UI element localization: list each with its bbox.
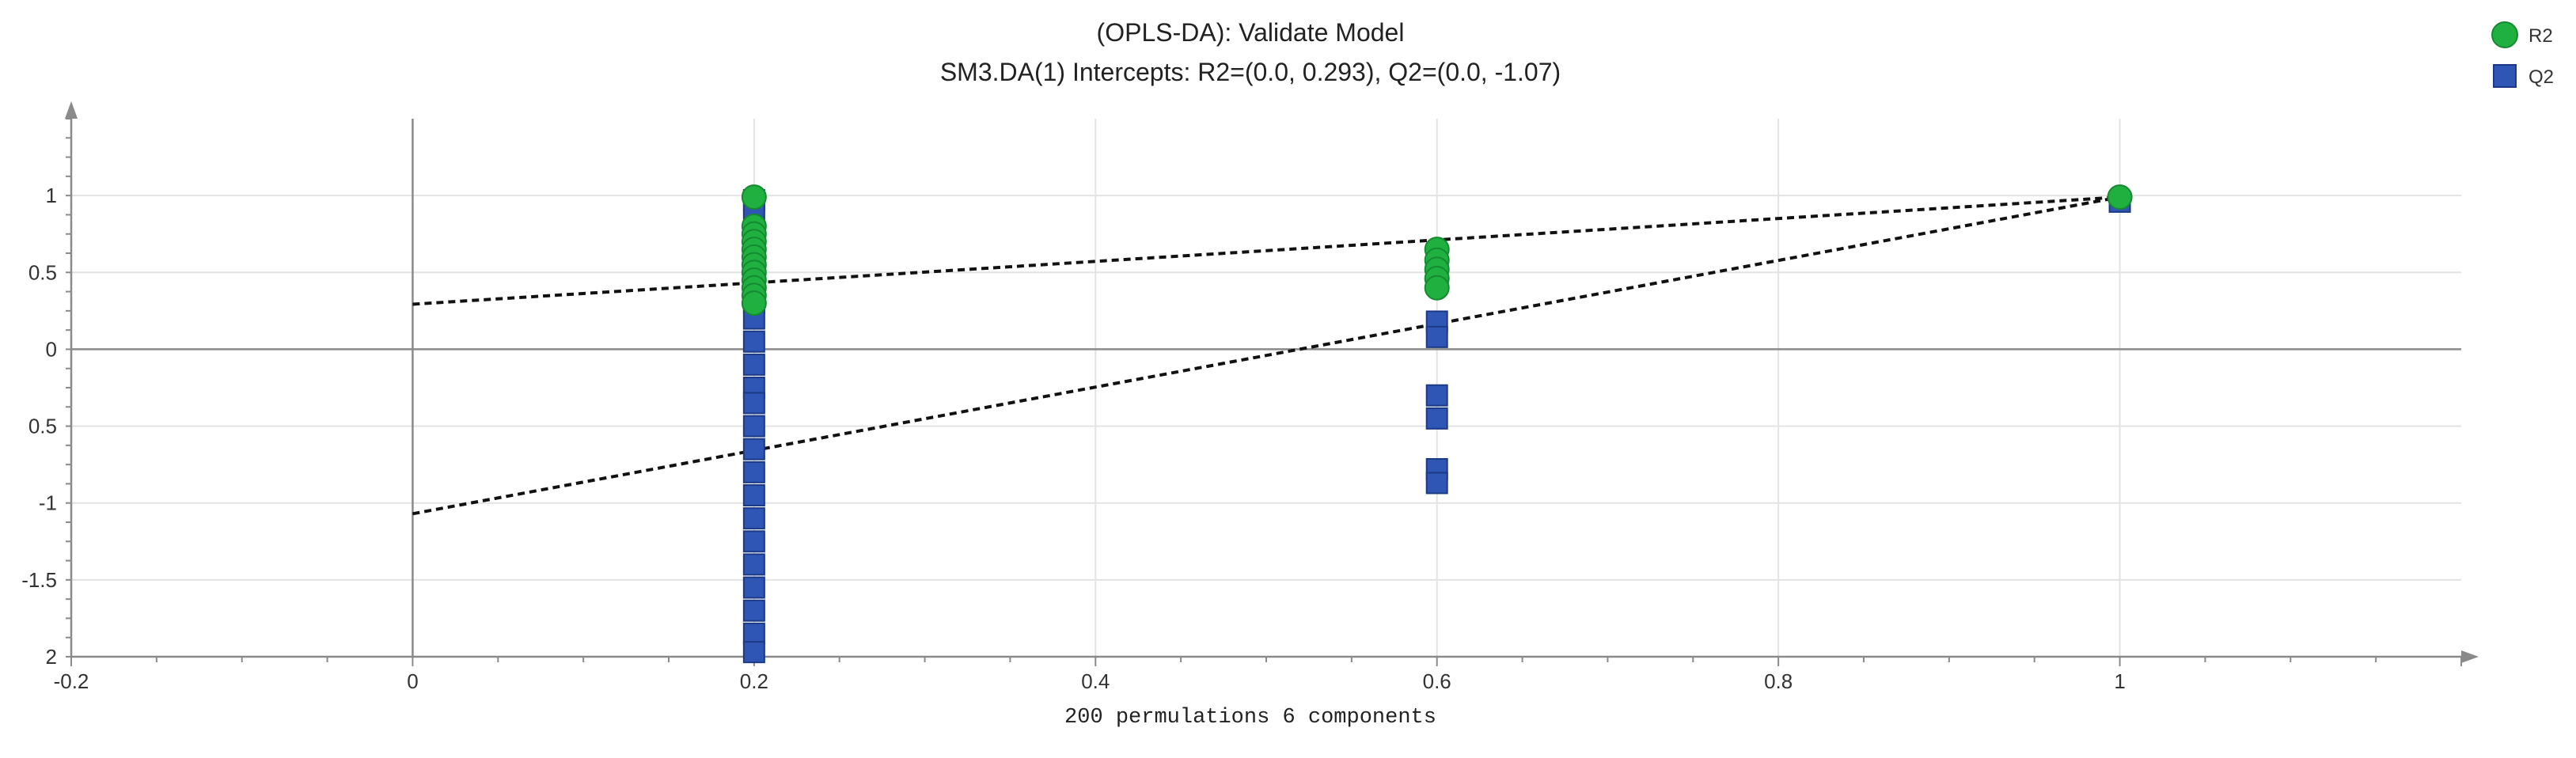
q2-point — [742, 460, 765, 483]
q2-point — [742, 530, 765, 553]
legend-marker-q2 — [2493, 64, 2517, 88]
r2-point — [741, 290, 767, 316]
q2-point — [1425, 472, 1448, 495]
x-tick-label: 0.2 — [740, 669, 768, 693]
x-tick-label: 0.8 — [1764, 669, 1793, 693]
legend[interactable]: R2 Q2 — [2491, 21, 2554, 88]
q2-point — [742, 576, 765, 599]
q2-point — [1425, 384, 1448, 407]
q2-point — [742, 484, 765, 506]
x-axis-arrow — [2461, 650, 2479, 663]
q2-point — [742, 641, 765, 664]
q2-point — [742, 330, 765, 353]
q2-point — [742, 622, 765, 645]
legend-label: R2 — [2529, 25, 2553, 47]
y-tick-label: -1 — [39, 491, 57, 515]
y-tick-label: -1.5 — [21, 568, 57, 592]
x-tick-label: 0 — [407, 669, 418, 693]
x-axis-label: 200 permulations 6 components — [1064, 706, 1436, 730]
regression-line-q2 — [412, 195, 2120, 516]
q2-point — [742, 599, 765, 622]
tick-labels: -0.2 0 0.2 0.4 0.6 0.8 1 1 0.5 0 0.5 -1 -1.5 2 — [21, 184, 2126, 693]
legend-marker-r2 — [2491, 21, 2518, 48]
y-tick-label: 0.5 — [28, 415, 57, 438]
q2-point — [742, 438, 765, 460]
x-tick-label: 1 — [2114, 669, 2125, 693]
r2-point — [1424, 275, 1450, 301]
q2-point — [1425, 325, 1448, 348]
q2-point — [742, 507, 765, 530]
axes — [65, 101, 2479, 666]
grid — [70, 119, 2461, 657]
regression-lines — [412, 195, 2120, 516]
y-tick-label: 0.5 — [28, 260, 57, 284]
y-axis-arrow — [65, 101, 78, 119]
r2-point — [741, 184, 767, 210]
regression-line-r2 — [412, 195, 2120, 306]
chart-subtitle: SM3.DA(1) Intercepts: R2=(0.0, 0.293), Q… — [940, 58, 1561, 86]
q2-point — [742, 392, 765, 415]
data-points — [741, 184, 2133, 664]
r2-point — [2107, 184, 2133, 210]
chart-title: (OPLS-DA): Validate Model — [1097, 18, 1405, 47]
q2-point — [742, 353, 765, 376]
y-tick-label: 0 — [46, 337, 57, 361]
q2-point — [1425, 407, 1448, 430]
x-tick-label: -0.2 — [54, 669, 89, 693]
x-tick-label: 0.4 — [1081, 669, 1110, 693]
q2-point — [742, 553, 765, 576]
x-tick-label: 0.6 — [1423, 669, 1451, 693]
y-tick-label: 1 — [46, 184, 57, 207]
y-tick-label: 2 — [46, 645, 57, 669]
q2-point — [742, 415, 765, 438]
legend-label: Q2 — [2529, 66, 2554, 88]
